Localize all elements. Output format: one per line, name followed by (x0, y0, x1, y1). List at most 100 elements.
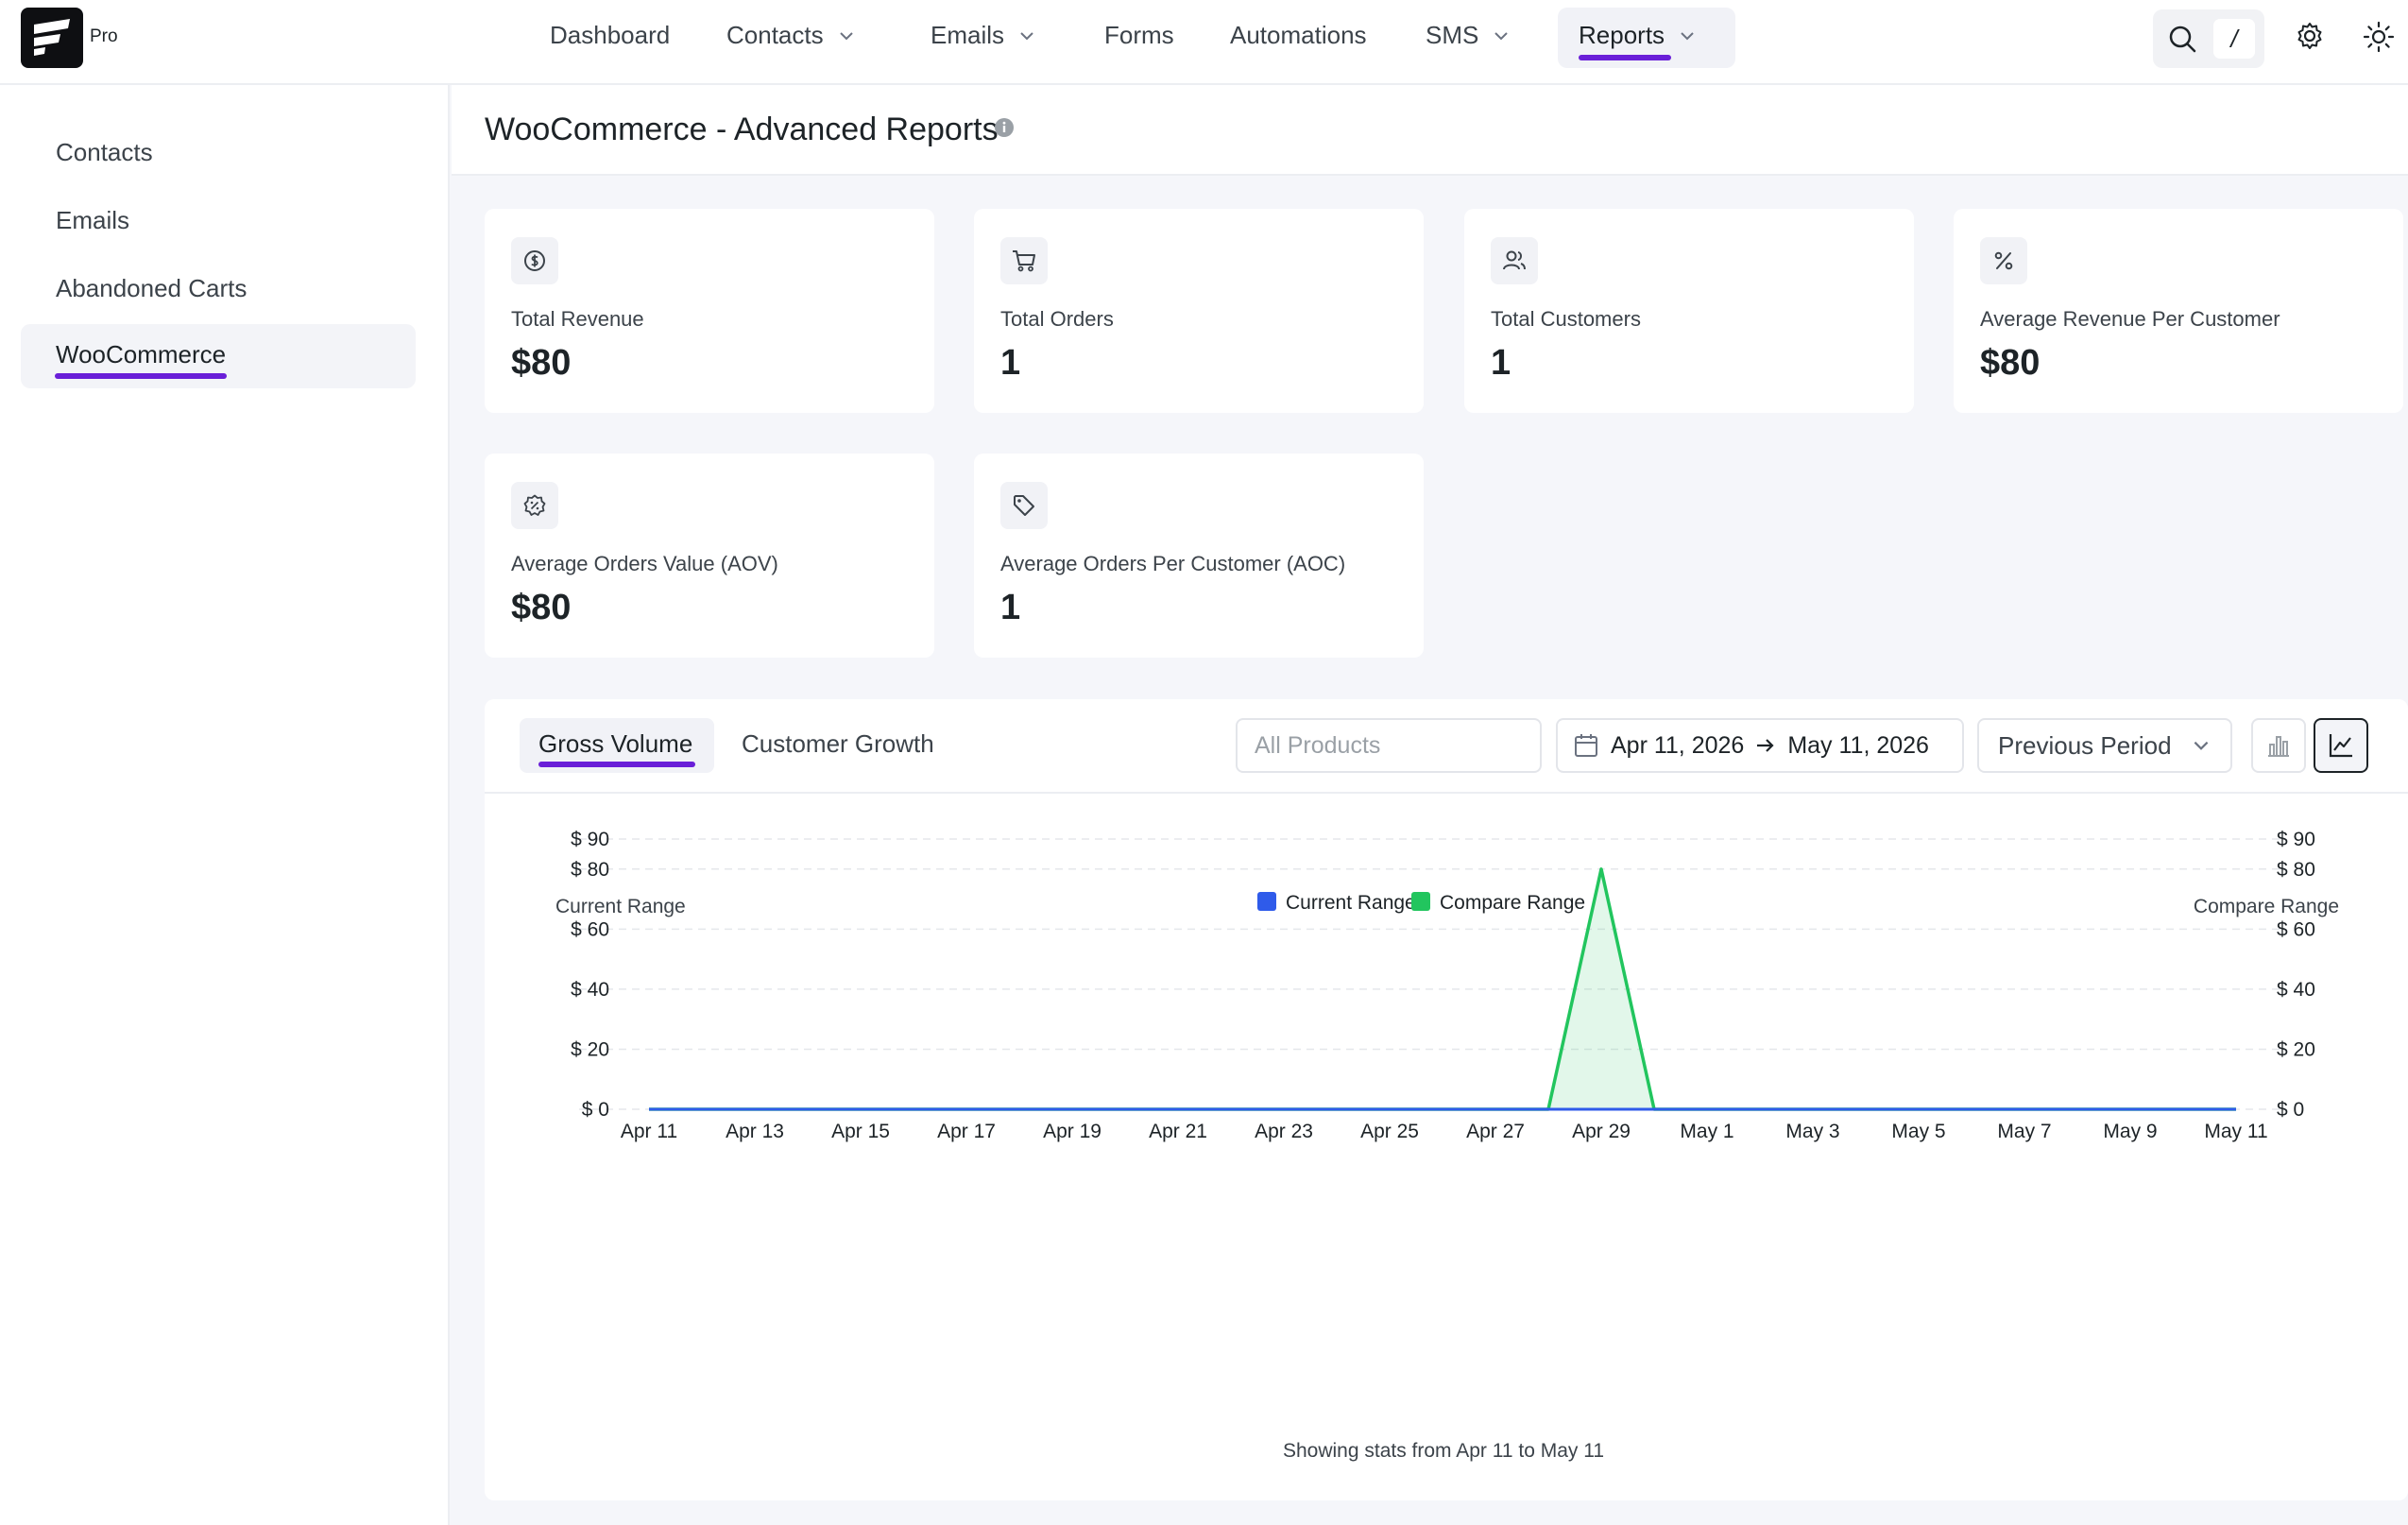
y-tick-label: $ 80 (2277, 859, 2315, 881)
search-shortcut-key: / (2213, 19, 2255, 59)
y-axis-right-label: Compare Range (2194, 896, 2339, 917)
nav-automations[interactable]: Automations (1230, 21, 1367, 50)
x-tick-label: May 3 (1785, 1121, 1839, 1142)
nav-sms[interactable]: SMS (1426, 21, 1511, 50)
x-tick-label: Apr 29 (1572, 1121, 1631, 1142)
fluentcrm-logo[interactable] (21, 8, 83, 68)
sun-icon[interactable] (2363, 21, 2395, 53)
stat-value: 1 (1000, 343, 1021, 383)
chart-panel: Gross Volume Customer Growth Apr 11, 202… (485, 699, 2408, 1500)
date-range-picker[interactable]: Apr 11, 2026 May 11, 2026 (1556, 718, 1964, 773)
y-tick-label: $ 20 (2277, 1038, 2315, 1060)
chart-toolbar: Gross Volume Customer Growth Apr 11, 202… (485, 699, 2408, 794)
chevron-down-icon (1494, 31, 1509, 40)
chevron-down-icon (1681, 31, 1694, 40)
sidebar-active-underline (55, 373, 227, 379)
legend-label: Current Range (1286, 892, 1416, 914)
x-tick-label: May 1 (1680, 1121, 1733, 1142)
bar-chart-view-button[interactable] (2251, 718, 2306, 773)
gear-icon[interactable] (2295, 21, 2325, 51)
arrow-right-icon (1757, 739, 1774, 752)
sidebar-item-contacts[interactable]: Contacts (56, 138, 153, 166)
y-tick-label: $ 60 (2277, 918, 2315, 940)
products-filter-input[interactable] (1236, 718, 1542, 773)
chart-series (649, 867, 2236, 1111)
y-tick-label: $ 90 (571, 829, 609, 850)
sidebar-item-abandoned-carts[interactable]: Abandoned Carts (56, 274, 248, 302)
logo-mark-icon (34, 19, 70, 56)
stat-card-total-customers: Total Customers 1 (1464, 209, 1914, 413)
stat-label: Total Revenue (511, 307, 644, 331)
stat-value: 1 (1000, 588, 1021, 627)
x-tick-label: Apr 23 (1255, 1121, 1313, 1142)
y-tick-label: $ 0 (2277, 1099, 2304, 1121)
stat-label: Average Revenue Per Customer (1980, 307, 2280, 331)
x-tick-label: Apr 27 (1466, 1121, 1525, 1142)
chevron-down-icon (2194, 741, 2209, 750)
stat-value: 1 (1491, 343, 1511, 383)
nav-active-underline (1579, 55, 1671, 60)
info-icon[interactable] (994, 117, 1015, 138)
cart-icon (1000, 237, 1048, 284)
y-tick-label: $ 40 (2277, 979, 2315, 1001)
pro-badge: Pro (90, 26, 118, 46)
stat-card-total-orders: Total Orders 1 (974, 209, 1424, 413)
users-icon (1491, 237, 1538, 284)
chart-grid (579, 838, 2280, 1110)
nav-reports[interactable]: Reports (1579, 21, 1697, 50)
tab-customer-growth[interactable]: Customer Growth (742, 729, 934, 758)
chart-legend: Current Range Compare Range (1257, 892, 1585, 914)
nav-emails[interactable]: Emails (931, 21, 1036, 50)
date-to: May 11, 2026 (1787, 731, 1929, 759)
y-axis-left: $ 0 $ 20 $ 40 $ 60 $ 80 $ 90 (571, 829, 609, 1121)
x-tick-label: Apr 19 (1043, 1121, 1102, 1142)
nav-emails-label: Emails (931, 21, 1005, 49)
nav-dashboard[interactable]: Dashboard (550, 21, 670, 50)
chevron-down-icon (1020, 31, 1033, 40)
sidebar-item-woocommerce[interactable]: WooCommerce (56, 340, 227, 368)
x-tick-label: May 5 (1891, 1121, 1945, 1142)
page-header: WooCommerce - Advanced Reports (452, 85, 2408, 176)
search-icon (2169, 26, 2196, 53)
y-tick-label: $ 20 (571, 1038, 609, 1060)
legend-swatch (1257, 892, 1276, 911)
page-title: WooCommerce - Advanced Reports (485, 111, 999, 147)
date-from: Apr 11, 2026 (1611, 731, 1745, 759)
stat-value: $80 (511, 343, 572, 383)
y-tick-label: $ 40 (571, 979, 609, 1001)
chart-footer-caption: Showing stats from Apr 11 to May 11 (1283, 1440, 1604, 1462)
stat-label: Total Customers (1491, 307, 1641, 331)
sidebar-item-emails[interactable]: Emails (56, 206, 130, 234)
y-tick-label: $ 60 (571, 918, 609, 940)
nav-contacts[interactable]: Contacts (726, 21, 856, 50)
x-tick-label: May 11 (2204, 1121, 2267, 1142)
nav-reports-label: Reports (1579, 21, 1665, 49)
global-search-button[interactable]: / (2153, 9, 2264, 68)
tab-active-underline (538, 762, 695, 767)
gross-volume-chart: $ 0$ 20$ 40$ 60$ 80$ 90 $ 0$ 20$ 40$ 60$… (555, 829, 2339, 1462)
stat-label: Total Orders (1000, 307, 1114, 331)
compare-period-value: Previous Period (1998, 730, 2172, 760)
compare-period-select[interactable]: Previous Period (1977, 718, 2232, 773)
chevron-down-icon (839, 31, 853, 40)
stat-card-avg-revenue-per-customer: Average Revenue Per Customer $80 (1954, 209, 2403, 413)
nav-automations-label: Automations (1230, 21, 1367, 49)
y-tick-label: $ 0 (582, 1099, 609, 1121)
dollar-circle-icon (511, 237, 558, 284)
stat-label: Average Orders Per Customer (AOC) (1000, 552, 1346, 575)
x-tick-label: Apr 25 (1360, 1121, 1419, 1142)
bar-chart-icon (2268, 736, 2289, 757)
stat-card-aov: Average Orders Value (AOV) $80 (485, 454, 934, 658)
line-chart-icon (2329, 734, 2352, 758)
stat-label: Average Orders Value (AOV) (511, 552, 778, 575)
legend-swatch (1411, 892, 1430, 911)
line-chart-view-button[interactable] (2314, 718, 2368, 773)
percent-icon (1980, 237, 2027, 284)
tab-gross-volume[interactable]: Gross Volume (538, 729, 693, 758)
stat-card-total-revenue: Total Revenue $80 (485, 209, 934, 413)
stat-value: $80 (511, 588, 572, 627)
y-axis-left-label: Current Range (555, 896, 686, 917)
nav-forms[interactable]: Forms (1104, 21, 1174, 50)
top-bar: Pro Dashboard Contacts Emails Forms Auto… (0, 0, 2408, 85)
stat-card-aoc: Average Orders Per Customer (AOC) 1 (974, 454, 1424, 658)
